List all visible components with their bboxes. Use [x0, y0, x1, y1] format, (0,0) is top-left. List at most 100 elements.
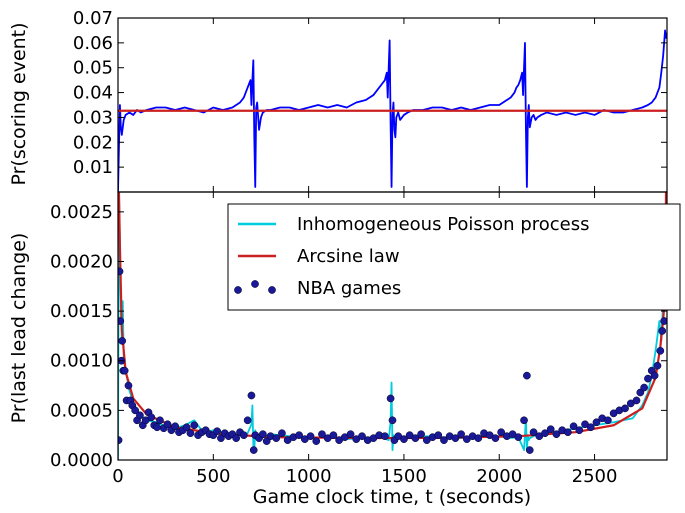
y-tick-label: 0.0010	[50, 351, 113, 372]
y-tick-label: 0.0000	[50, 450, 113, 471]
data-point-nba-games	[621, 404, 629, 413]
data-point-nba-games	[312, 437, 321, 445]
data-point-nba-games	[247, 391, 256, 400]
plot-area	[118, 29, 667, 192]
data-point-nba-games	[136, 411, 144, 420]
bottom-panel-last-lead-change: 0.0000 0.0005 0.0010 0.0015 0.0020 0.0025 0 500…	[50, 191, 668, 487]
legend-marker-nba-games	[251, 280, 259, 288]
data-point-nba-games	[147, 413, 156, 422]
data-point-nba-games	[318, 430, 326, 439]
y-tick-label: 0.01	[73, 157, 113, 178]
data-point-nba-games	[118, 337, 127, 345]
legend-marker-nba-games	[234, 286, 242, 294]
top-y-axis-label: Pr(scoring event)	[8, 22, 30, 185]
data-point-nba-games	[440, 436, 448, 444]
data-point-nba-games	[243, 416, 252, 425]
legend-box	[227, 203, 681, 311]
y-tick-label: 0.02	[73, 132, 113, 153]
data-point-nba-games	[491, 434, 500, 443]
data-point-nba-games	[434, 431, 443, 440]
data-point-nba-games	[451, 434, 460, 443]
data-point-nba-games	[118, 267, 124, 276]
data-point-nba-games	[552, 430, 561, 439]
data-point-nba-games	[124, 381, 133, 390]
legend: Inhomogeneous Poisson process Arcsine law…	[227, 203, 681, 311]
data-point-nba-games	[239, 431, 248, 440]
y-tick-label: 0.07	[73, 8, 113, 29]
legend-label: Arcsine law	[297, 246, 400, 267]
x-tick-label: 2000	[476, 466, 522, 487]
data-point-nba-games	[171, 422, 180, 431]
data-point-nba-games	[541, 429, 549, 438]
data-point-nba-games	[272, 434, 281, 443]
data-point-nba-games	[329, 431, 338, 440]
data-point-nba-games	[182, 423, 191, 432]
data-point-nba-games	[457, 430, 465, 439]
data-point-nba-games	[388, 416, 397, 425]
data-point-nba-games	[186, 429, 195, 438]
data-point-nba-games	[358, 432, 366, 441]
data-point-nba-games	[604, 416, 612, 425]
data-point-nba-games	[497, 428, 506, 437]
plot-area	[118, 192, 667, 460]
y-tick-label: 0.05	[73, 58, 113, 79]
bottom-y-axis-label: Pr(last lead change)	[8, 233, 30, 424]
data-point-nba-games	[232, 434, 241, 443]
data-point-nba-games	[474, 434, 483, 443]
legend-label: Inhomogeneous Poisson process	[297, 214, 589, 235]
data-point-nba-games	[386, 394, 395, 403]
y-tick-label: 0.0025	[50, 202, 113, 223]
data-point-nba-games	[381, 432, 389, 441]
data-point-nba-games	[278, 429, 286, 438]
data-point-nba-games	[660, 317, 667, 325]
data-point-nba-games	[640, 383, 648, 392]
data-point-nba-games	[346, 430, 355, 439]
data-point-nba-games	[514, 433, 523, 442]
data-point-nba-games	[656, 346, 665, 355]
data-point-nba-games	[653, 361, 662, 370]
data-point-nba-games	[564, 428, 572, 437]
data-point-nba-games	[156, 416, 164, 425]
y-tick-label: 0.0005	[50, 400, 113, 421]
data-point-nba-games	[658, 327, 667, 335]
data-point-nba-games	[520, 416, 528, 425]
data-point-nba-games	[411, 434, 420, 443]
data-point-nba-games	[131, 406, 140, 415]
data-point-nba-games	[575, 426, 584, 435]
y-tick-label: 0.0020	[50, 251, 113, 272]
data-point-nba-games	[632, 396, 641, 405]
data-point-nba-games	[400, 435, 408, 444]
x-tick-label: 2500	[572, 466, 618, 487]
y-tick-label: 0.0015	[50, 301, 113, 322]
data-point-nba-games	[259, 430, 267, 439]
y-tick-label: 0.03	[73, 107, 113, 128]
data-point-nba-games	[650, 371, 659, 380]
data-point-nba-games	[586, 423, 595, 432]
data-point-nba-games	[569, 422, 578, 431]
legend-label: NBA games	[297, 278, 401, 299]
data-point-nba-games	[546, 425, 555, 434]
data-point-nba-games	[249, 446, 258, 454]
data-point-nba-games	[153, 423, 161, 432]
plot-frame	[117, 191, 668, 461]
series-line-top-0	[118, 29, 667, 192]
top-panel-scoring-probability: 0.01 0.02 0.03 0.04 0.05 0.06 0.07	[73, 8, 668, 193]
data-point-nba-games	[306, 432, 315, 441]
y-tick-label: 0.04	[73, 83, 113, 104]
x-tick-label: 500	[196, 466, 230, 487]
data-point-nba-games	[213, 427, 221, 436]
data-point-nba-games	[644, 374, 652, 383]
data-point-nba-games	[525, 446, 534, 454]
data-point-nba-games	[523, 371, 531, 380]
data-point-nba-games	[190, 421, 199, 430]
y-tick-label: 0.06	[73, 33, 113, 54]
data-point-nba-games	[295, 431, 303, 440]
x-tick-label: 1000	[286, 466, 332, 487]
data-point-nba-games	[417, 430, 425, 439]
x-axis-label: Game clock time, t (seconds)	[253, 486, 531, 508]
data-point-nba-games	[118, 317, 125, 325]
data-point-nba-games	[120, 366, 129, 375]
legend-marker-nba-games	[268, 286, 276, 294]
